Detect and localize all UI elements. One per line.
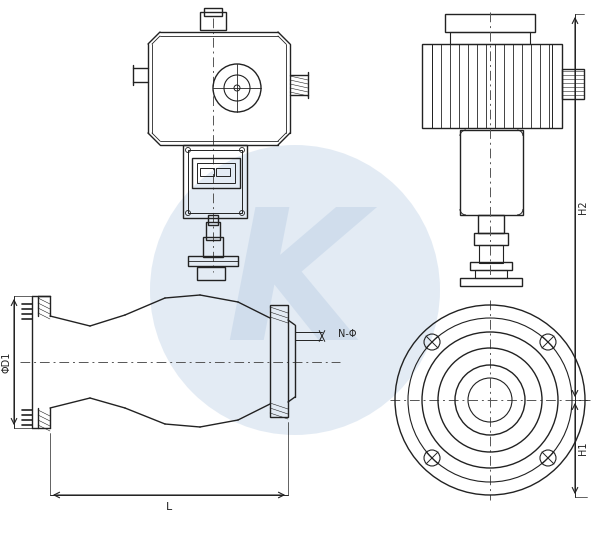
Text: H2: H2 xyxy=(578,200,588,214)
Text: K: K xyxy=(225,202,365,378)
Bar xyxy=(450,32,530,44)
Bar xyxy=(206,222,220,240)
Bar xyxy=(474,233,508,245)
Bar xyxy=(188,256,238,266)
Text: N-Φ: N-Φ xyxy=(338,329,356,339)
Bar xyxy=(183,145,247,218)
Bar xyxy=(192,158,240,188)
Bar xyxy=(197,163,235,183)
Bar xyxy=(188,150,242,213)
Bar xyxy=(203,237,223,257)
Bar xyxy=(208,215,218,225)
Bar xyxy=(445,14,535,32)
Bar xyxy=(204,8,222,16)
Bar xyxy=(197,267,225,280)
Bar xyxy=(460,278,522,286)
Bar xyxy=(216,168,230,176)
Bar xyxy=(562,69,584,99)
Bar xyxy=(479,245,503,263)
Bar xyxy=(200,168,214,176)
Text: L: L xyxy=(166,502,172,512)
Text: H1: H1 xyxy=(578,441,588,455)
Bar xyxy=(422,44,562,128)
Bar xyxy=(270,305,288,417)
Bar xyxy=(475,270,507,278)
Circle shape xyxy=(150,145,440,435)
Bar xyxy=(470,262,512,270)
Bar xyxy=(200,12,226,30)
Bar xyxy=(460,130,523,215)
Bar xyxy=(478,215,504,233)
Text: ΦD1: ΦD1 xyxy=(1,351,11,373)
Bar xyxy=(432,44,552,128)
